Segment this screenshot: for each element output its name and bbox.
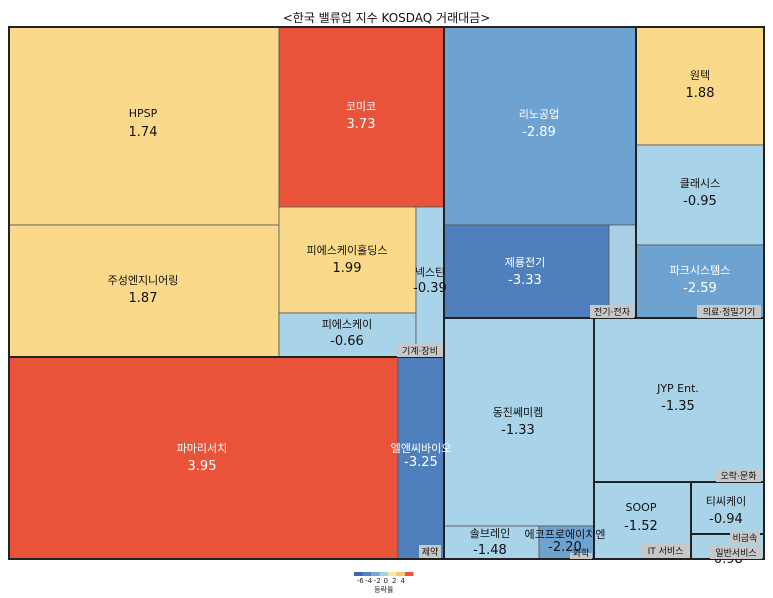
- group-label-bg: [642, 544, 689, 557]
- group-label: 비금속: [733, 533, 758, 544]
- tile-name-label: 코미코: [346, 100, 376, 113]
- group-label-bg: [716, 469, 761, 482]
- tile-name-label: 주성엔지니어링: [108, 274, 179, 287]
- tile-name-label: 클래시스: [680, 177, 720, 190]
- group-label-bg: [590, 305, 634, 318]
- tile-value-label: -2.20: [548, 540, 582, 555]
- legend-swatch: [405, 572, 414, 576]
- treemap-tile: [608, 224, 637, 319]
- tile-name-label: 리노공업: [519, 108, 559, 121]
- treemap-tile: [397, 356, 445, 560]
- tile-value-label: -3.25: [404, 455, 438, 470]
- tile-value-label: 1.74: [129, 125, 158, 140]
- tile-value-label: 3.95: [188, 459, 217, 474]
- treemap-tile: [278, 206, 417, 314]
- group-label: 화학: [573, 548, 590, 559]
- tile-name-label: 티씨케이: [706, 495, 746, 508]
- tile-value-label: 3.73: [347, 117, 376, 132]
- treemap-frame: [8, 26, 765, 560]
- group-label-bg: [397, 344, 443, 357]
- tile-value-label: -1.52: [624, 519, 658, 534]
- tile-value-label: -1.35: [661, 399, 695, 414]
- legend-tick-label: 2: [392, 577, 396, 585]
- tile-name-label: 제룡전기: [505, 256, 545, 269]
- tile-name-label: 에코프로에이치엔: [525, 528, 606, 541]
- legend-swatch: [362, 572, 371, 576]
- tile-name-label: HPSP: [129, 107, 158, 120]
- tile-value-label: -1.33: [501, 423, 535, 438]
- tile-name-label: 엘앤씨바이오: [391, 442, 452, 455]
- treemap-tile: [635, 26, 765, 146]
- tile-value-label: -3.33: [508, 273, 542, 288]
- treemap-tile: [593, 317, 765, 483]
- tile-name-label: 피에스케이: [322, 318, 373, 331]
- tile-name-label: SOOP: [626, 501, 657, 514]
- group-label-bg: [710, 546, 762, 559]
- tile-name-label: 원텍: [690, 69, 710, 82]
- treemap-tile: [8, 224, 280, 358]
- treemap-tile: [8, 356, 399, 560]
- group-label: 제약: [422, 546, 439, 558]
- group-label: 일반서비스: [715, 548, 756, 559]
- tile-name-label: 파크시스템스: [670, 264, 731, 277]
- treemap-tile: [443, 224, 610, 319]
- tile-name-label: 솔브레인: [470, 527, 510, 540]
- legend-swatch: [388, 572, 397, 576]
- group-label: 의료·정밀기기: [703, 306, 756, 318]
- legend-tick-label: -6: [357, 577, 365, 585]
- legend-swatch: [396, 572, 405, 576]
- legend-swatch: [354, 572, 363, 576]
- legend-swatch: [379, 572, 388, 576]
- tile-value-label: -0.66: [330, 334, 364, 349]
- group-label: 오락·문화: [721, 470, 757, 482]
- legend-tick-label: -4: [365, 577, 373, 585]
- tile-value-label: -0.39: [413, 281, 447, 296]
- group-label-bg: [697, 305, 761, 318]
- legend-swatch: [371, 572, 380, 576]
- group-label: 기계·장비: [402, 345, 438, 357]
- treemap-tile: [690, 481, 765, 535]
- tile-name-label: 넥스틴: [415, 266, 445, 279]
- tile-value-label: 1.87: [129, 291, 158, 306]
- tile-value-label: -0.95: [683, 194, 717, 209]
- tile-name-label: 파마리서치: [177, 442, 228, 455]
- treemap-tile: [635, 144, 765, 246]
- tile-value-label: -2.89: [522, 125, 556, 140]
- group-label-bg: [570, 553, 592, 559]
- group-label: IT 서비스: [648, 546, 684, 557]
- tile-value-label: 1.99: [333, 261, 362, 276]
- tile-name-label: 동진쎄미켐: [493, 406, 544, 419]
- treemap-tile: [443, 317, 595, 527]
- treemap-tile: [443, 525, 540, 560]
- treemap-tile: [415, 206, 445, 358]
- legend-tick-label: 0: [384, 577, 388, 585]
- chart-title: <한국 밸류업 지수 KOSDAQ 거래대금>: [282, 11, 491, 25]
- legend-tick-label: -2: [374, 577, 381, 585]
- tile-name-label: 피에스케이홀딩스: [307, 244, 388, 257]
- group-label-bg: [730, 531, 760, 544]
- tile-value-label: -1.48: [473, 543, 507, 558]
- tile-value-label: -0.94: [709, 512, 743, 527]
- legend-title: 등락률: [374, 586, 394, 594]
- tile-name-label: JYP Ent.: [656, 382, 699, 395]
- tile-value-label: 1.88: [686, 86, 715, 101]
- tile-value-label: -2.59: [683, 281, 717, 296]
- treemap-tile: [443, 26, 637, 226]
- legend-tick-label: 4: [401, 577, 406, 585]
- group-label: 전기·전자: [594, 307, 631, 318]
- group-label-bg: [419, 545, 441, 558]
